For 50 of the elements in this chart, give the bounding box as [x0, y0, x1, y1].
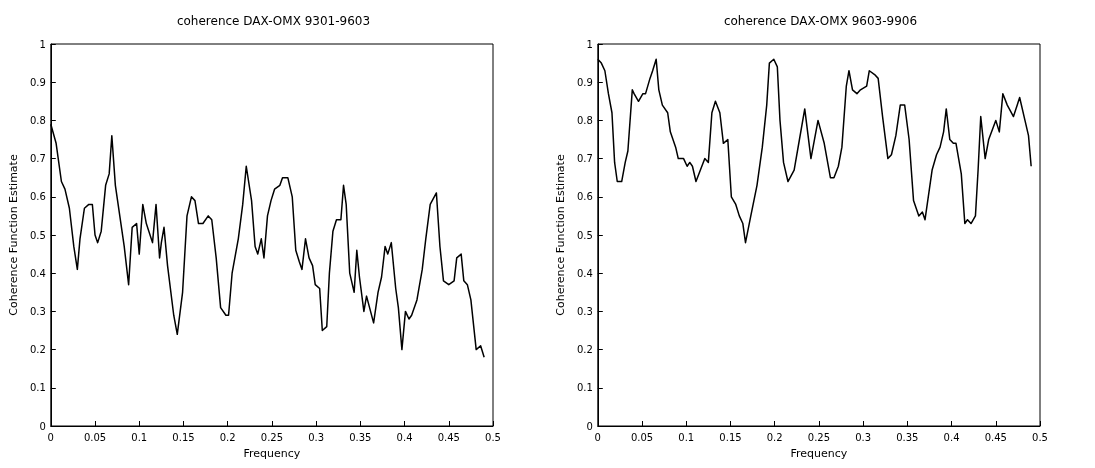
- y-tick-label: 1: [39, 38, 46, 50]
- x-tick-label: 0.35: [896, 431, 919, 443]
- y-tick-label: 0.1: [29, 382, 46, 394]
- y-tick-label: 0.9: [576, 76, 593, 88]
- x-tick-label: 0.35: [349, 431, 372, 443]
- x-tick-label: 0.45: [437, 431, 460, 443]
- y-tick-label: 1: [586, 38, 593, 50]
- y-tick-label: 0.5: [576, 229, 593, 241]
- y-tick-label: 0.2: [576, 344, 593, 356]
- x-tick-label: 0.4: [396, 431, 413, 443]
- y-tick-label: 0: [39, 420, 46, 432]
- y-axis-title: Coherence Function Estimate: [554, 154, 567, 316]
- x-tick-label: 0.1: [131, 431, 148, 443]
- x-axis-title: Frequency: [790, 447, 848, 460]
- x-tick-label: 0: [594, 431, 601, 443]
- y-tick-label: 0.1: [576, 382, 593, 394]
- x-tick-label: 0.45: [984, 431, 1007, 443]
- y-tick-label: 0.8: [576, 114, 593, 126]
- x-tick-label: 0.1: [678, 431, 695, 443]
- y-tick-label: 0: [586, 420, 593, 432]
- y-tick-label: 0.3: [576, 305, 593, 317]
- y-tick-label: 0.8: [29, 114, 46, 126]
- x-tick-label: 0.3: [855, 431, 872, 443]
- x-tick-label: 0: [47, 431, 54, 443]
- y-tick-label: 0.2: [29, 344, 46, 356]
- x-tick-label: 0.2: [219, 431, 236, 443]
- chart-title: coherence DAX-OMX 9603-9906: [723, 14, 918, 28]
- y-tick-label: 0.3: [29, 305, 46, 317]
- y-tick-label: 0.5: [29, 229, 46, 241]
- x-tick-label: 0.05: [83, 431, 107, 443]
- y-tick-label: 0.9: [29, 76, 46, 88]
- x-tick-label: 0.5: [485, 431, 501, 443]
- chart-title: coherence DAX-OMX 9301-9603: [176, 14, 371, 28]
- x-tick-label: 0.05: [630, 431, 654, 443]
- x-tick-label: 0.3: [308, 431, 325, 443]
- x-axis-title: Frequency: [243, 447, 301, 460]
- y-tick-label: 0.4: [576, 267, 593, 279]
- x-tick-label: 0.2: [766, 431, 783, 443]
- x-tick-label: 0.15: [719, 431, 742, 443]
- x-tick-label: 0.4: [943, 431, 960, 443]
- y-tick-label: 0.7: [576, 153, 593, 165]
- x-tick-label: 0.5: [1032, 431, 1048, 443]
- y-tick-label: 0.7: [29, 153, 46, 165]
- y-tick-label: 0.6: [576, 191, 593, 203]
- y-tick-label: 0.4: [29, 267, 46, 279]
- x-tick-label: 0.25: [260, 431, 284, 443]
- y-axis-title: Coherence Function Estimate: [7, 154, 20, 316]
- x-tick-label: 0.25: [807, 431, 831, 443]
- x-tick-label: 0.15: [172, 431, 195, 443]
- y-tick-label: 0.6: [29, 191, 46, 203]
